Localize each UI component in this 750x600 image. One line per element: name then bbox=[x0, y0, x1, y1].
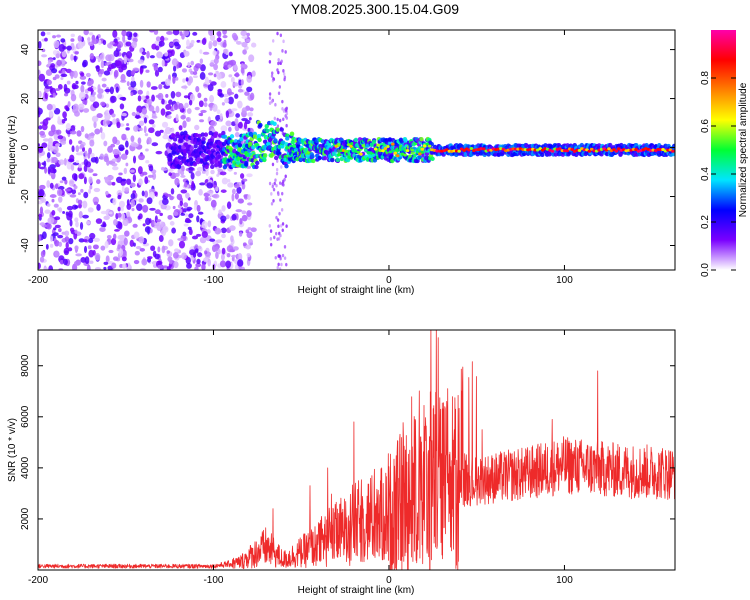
spectrogram-xtick-label: 0 bbox=[386, 275, 392, 286]
colorbar-gradient bbox=[711, 30, 736, 270]
colorbar: 0.0 0.2 0.4 0.6 0.8 Normalized spectral ampl… bbox=[700, 30, 749, 277]
colorbar-ticks: 0.0 0.2 0.4 0.6 0.8 bbox=[700, 71, 736, 277]
spectrogram-heatmap bbox=[38, 30, 675, 270]
spectrogram-ytick-label: -20 bbox=[20, 189, 31, 204]
snr-xtick-label: -100 bbox=[203, 575, 223, 586]
spectrogram-xtick-label: 100 bbox=[556, 275, 573, 286]
snr-panel: -200 -100 0 100 2000 4000 6000 8000 Height of s… bbox=[7, 329, 676, 596]
spectrogram-ytick-label: 0 bbox=[20, 144, 31, 150]
colorbar-tick-label: 0.0 bbox=[700, 263, 711, 277]
spectrogram-ytick-label: -40 bbox=[20, 238, 31, 253]
spectrogram-axes: -200 -100 0 100 40 20 0 -20 -40 bbox=[20, 30, 675, 286]
colorbar-tick-label: 0.6 bbox=[700, 119, 711, 133]
colorbar-tick-label: 0.2 bbox=[700, 215, 711, 229]
snr-axes: -200 -100 0 100 2000 4000 6000 8000 bbox=[20, 330, 675, 586]
spectrogram-frame bbox=[37, 29, 676, 271]
snr-ytick-label: 6000 bbox=[20, 405, 31, 428]
colorbar-tick-label: 0.8 bbox=[700, 71, 711, 85]
colorbar-tick-label: 0.4 bbox=[700, 167, 711, 181]
colorbar-label: Normalized spectral amplitude bbox=[738, 82, 749, 217]
snr-ytick-label: 2000 bbox=[20, 507, 31, 530]
snr-xtick-label: 100 bbox=[556, 575, 573, 586]
spectrogram-ytick-label: 40 bbox=[20, 44, 31, 56]
chart-title: YM08.2025.300.15.04.G09 bbox=[291, 1, 459, 17]
snr-xtick-label: -200 bbox=[28, 575, 48, 586]
snr-ytick-label: 4000 bbox=[20, 456, 31, 479]
spectrogram-panel: -200 -100 0 100 40 20 0 -20 -40 Height of straig… bbox=[7, 29, 676, 296]
snr-xtick-label: 0 bbox=[386, 575, 392, 586]
snr-ylabel: SNR (10 * v/v) bbox=[7, 418, 18, 482]
spectrogram-ylabel: Frequency (Hz) bbox=[7, 116, 18, 185]
snr-xlabel: Height of straight line (km) bbox=[298, 585, 415, 596]
snr-ytick-label: 8000 bbox=[20, 354, 31, 377]
spectrogram-xlabel: Height of straight line (km) bbox=[298, 285, 415, 296]
snr-series-line bbox=[38, 330, 675, 570]
spectrogram-xtick-label: -100 bbox=[203, 275, 223, 286]
snr-frame bbox=[37, 329, 676, 571]
spectrogram-xtick-label: -200 bbox=[28, 275, 48, 286]
spectrogram-ytick-label: 20 bbox=[20, 93, 31, 105]
